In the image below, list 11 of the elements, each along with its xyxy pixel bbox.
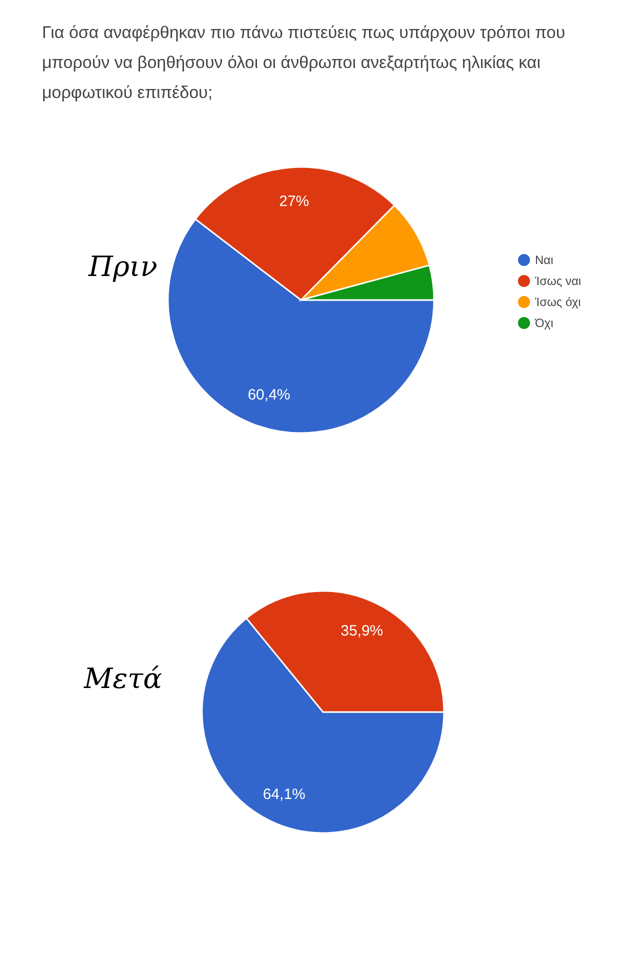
legend-label: Όχι: [534, 316, 554, 330]
data-label: 60,4%: [248, 386, 290, 404]
legend-label: Ίσως όχι: [534, 295, 582, 310]
text: Μετά: [82, 662, 162, 695]
data-label: 64,1%: [262, 786, 306, 804]
data-label: 27%: [279, 192, 310, 210]
legend-label: Ίσως ναι: [534, 274, 582, 288]
text: Πριν: [88, 250, 158, 283]
legend-label: Ναι: [535, 253, 554, 268]
data-label: 35,9%: [340, 622, 384, 640]
chart-title: Για όσα αναφέρθηκαν πιο πάνω πιστεύεις πως υπάρχουν τρόποι που μπορούν να βοηθήσουν όλοι οι άνθρωποι ανεξαρτήτως ηλικίας και μορφωτικού επιπέδου;: [42, 23, 566, 102]
